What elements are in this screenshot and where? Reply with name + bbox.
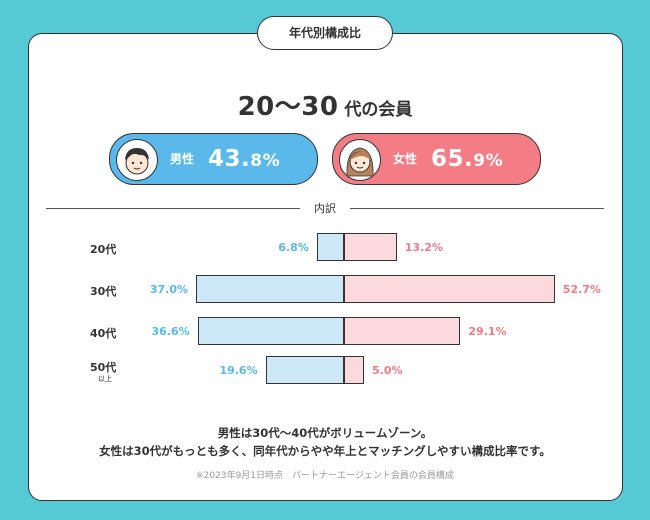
value-female-3: 5.0% [372,364,403,377]
breakdown-label: 内訳 [314,202,336,215]
female-label: 女性 [393,152,418,166]
tab-label: 年代別構成比 [257,16,393,50]
row-label-2: 40代 [90,327,117,340]
divider-right [350,208,604,209]
value-male-2: 36.6% [151,325,190,338]
content-card [28,33,623,501]
bar-female-3 [344,356,364,384]
female-percentage: 65.9% [431,146,504,172]
footnote: ※2023年9月1日時点 パートナーエージェント会員の会員構成 [196,471,454,481]
male-avatar-icon [116,139,158,181]
value-female-0: 13.2% [404,241,443,254]
male-summary-pill: 男性 43.8% [109,133,318,185]
footer-line-2: 女性は30代がもっとも多く、同年代からやや年上とマッチングしやすい構成比率です。 [99,444,551,458]
male-percentage: 43.8% [208,146,281,172]
bar-female-2 [344,317,461,345]
value-female-1: 52.7% [562,283,601,296]
footer-line-1: 男性は30代〜40代がボリュームゾーン。 [217,426,433,440]
divider-left [46,208,300,209]
bar-male-2 [197,317,344,345]
female-avatar-icon [339,139,381,181]
title-suffix: 代の会員 [338,100,413,120]
row-label-1: 30代 [90,285,117,298]
page-title: 20〜30 代の会員 [0,86,650,123]
bar-male-0 [316,233,344,261]
value-female-2: 29.1% [468,325,507,338]
value-male-3: 19.6% [219,364,258,377]
female-summary-pill: 女性 65.9% [332,133,541,185]
row-label-3: 50代 [90,361,117,374]
title-age-range: 20〜30 [237,92,339,122]
bar-male-1 [196,275,344,303]
bar-female-1 [344,275,555,303]
value-male-1: 37.0% [149,283,188,296]
row-label-0: 20代 [90,243,117,256]
bar-female-0 [344,233,397,261]
row-sublabel-3: 以上 [98,375,112,383]
bar-male-3 [265,356,344,384]
value-male-0: 6.8% [278,241,309,254]
male-label: 男性 [170,152,195,166]
